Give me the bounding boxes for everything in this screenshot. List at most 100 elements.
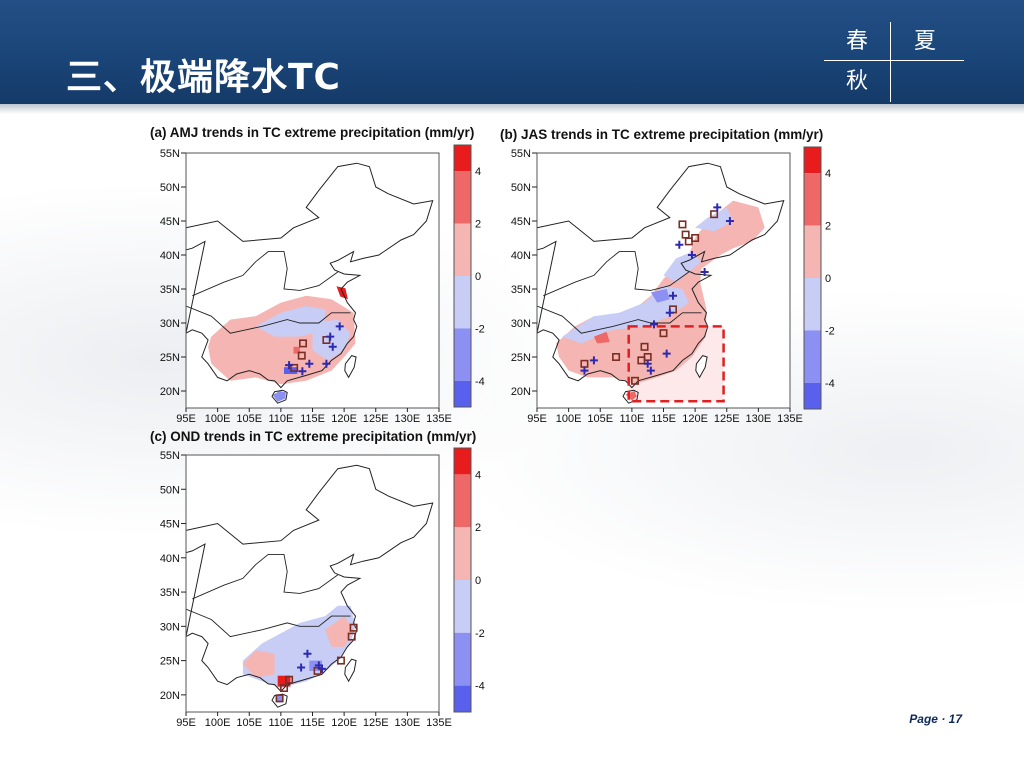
significant-plus-marker — [589, 356, 598, 365]
colorbar-segment — [454, 145, 471, 172]
significant-square-marker — [678, 220, 687, 229]
significant-plus-marker — [335, 322, 344, 331]
colorbar-segment — [454, 171, 471, 224]
season-autumn[interactable]: 秋 — [845, 69, 868, 94]
y-tick-label: 45N — [160, 519, 180, 531]
significant-square-marker — [659, 329, 668, 338]
highlight-box — [627, 325, 725, 403]
x-tick-label: 115E — [300, 717, 325, 729]
hainan-island — [271, 693, 288, 708]
y-tick-label: 30N — [511, 318, 531, 330]
significant-plus-marker — [668, 291, 677, 300]
season-divider-vertical — [890, 22, 891, 102]
colorbar-label: 0 — [475, 271, 481, 283]
significant-square-marker — [290, 363, 299, 372]
trend-region — [663, 251, 702, 283]
trend-region — [272, 391, 286, 402]
significant-plus-marker — [285, 361, 294, 370]
season-divider-horizontal — [824, 60, 964, 61]
significant-plus-marker — [713, 203, 722, 212]
x-tick-label: 105E — [587, 413, 613, 425]
colorbar-segment — [804, 147, 821, 174]
colorbar-segment — [454, 685, 471, 712]
significant-square-marker — [691, 234, 700, 243]
y-tick-label: 20N — [160, 386, 180, 398]
x-tick-label: 100E — [205, 413, 231, 425]
colorbar-frame — [453, 447, 472, 713]
x-tick-label: 110E — [268, 413, 293, 425]
x-tick-label: 95E — [176, 717, 196, 729]
x-tick-label: 120E — [331, 413, 357, 425]
significant-plus-marker — [643, 359, 652, 368]
china-outline — [186, 162, 434, 389]
trend-region — [650, 289, 670, 303]
trend-region — [242, 650, 275, 678]
season-summer[interactable]: 夏 — [913, 29, 936, 54]
y-tick-label: 30N — [160, 621, 180, 633]
y-tick-label: 55N — [511, 148, 531, 160]
yellow-river — [543, 251, 690, 297]
colorbar-segment — [454, 448, 471, 475]
significant-square-marker — [631, 376, 640, 385]
y-tick-label: 50N — [160, 484, 180, 496]
y-tick-label: 35N — [511, 284, 531, 296]
significant-plus-marker — [317, 664, 326, 673]
colorbar-label: 2 — [475, 522, 481, 534]
significant-square-marker — [336, 656, 345, 665]
china-outline — [186, 464, 434, 693]
season-spring[interactable]: 春 — [845, 29, 868, 54]
x-tick-label: 95E — [176, 413, 196, 425]
background-haze — [0, 120, 1024, 720]
map-panel-b: 55N 50N 45N 40N 35N 30N 25N 20N 95E 100E 105E 110E 1… — [511, 146, 835, 425]
y-tick-label: 40N — [160, 250, 180, 262]
significant-plus-marker — [305, 359, 314, 368]
significant-plus-marker — [303, 649, 312, 658]
significant-plus-marker — [326, 332, 335, 341]
yangtze-river — [186, 305, 351, 334]
panel-a-title: (a) AMJ trends in TC extreme precipitati… — [150, 125, 475, 140]
colorbar-segment — [804, 330, 821, 383]
taiwan-island — [695, 355, 708, 379]
x-tick-label: 105E — [236, 413, 262, 425]
yangtze-river — [186, 608, 351, 638]
yellow-river — [192, 553, 339, 600]
colorbar-segment — [804, 225, 821, 278]
significant-square-marker — [612, 352, 621, 361]
significant-square-marker — [297, 351, 306, 360]
x-tick-label: 130E — [395, 413, 421, 425]
colorbar-segment — [454, 632, 471, 686]
significant-plus-marker — [650, 320, 659, 329]
significant-plus-marker — [580, 366, 589, 375]
significant-square-marker — [299, 339, 308, 348]
x-tick-label: 120E — [331, 717, 357, 729]
significant-plus-marker — [297, 663, 306, 672]
colorbar-segment — [454, 527, 471, 580]
significant-square-marker — [275, 694, 284, 703]
taiwan-island — [344, 355, 357, 379]
significant-square-marker — [349, 623, 358, 632]
y-tick-label: 50N — [160, 182, 180, 194]
colorbar-segment — [804, 278, 821, 331]
colorbar-segment — [804, 173, 821, 226]
colorbar-label: 0 — [475, 575, 481, 587]
colorbar-segment — [454, 580, 471, 633]
header-shadow — [0, 104, 1024, 114]
page-number: Page · 17 — [909, 712, 962, 726]
colorbar-segment — [804, 382, 821, 409]
map-body-b — [537, 153, 790, 408]
map-panel-c: 55N 50N 45N 40N 35N 30N 25N 20N 95E 100E 105E 110E 1… — [160, 447, 485, 729]
colorbar-label: 2 — [825, 221, 831, 233]
colorbar-label: 4 — [825, 168, 831, 180]
significant-square-marker — [347, 632, 356, 641]
map-body-c — [186, 455, 439, 712]
x-tick-label: 115E — [651, 413, 676, 425]
colorbar-label: -2 — [475, 323, 485, 335]
x-tick-label: 135E — [426, 717, 452, 729]
panel-c-title: (c) OND trends in TC extreme precipitati… — [150, 429, 477, 444]
colorbar-segment — [454, 223, 471, 276]
colorbar-label: -2 — [825, 325, 835, 337]
y-tick-label: 25N — [160, 656, 180, 668]
significant-plus-marker — [687, 251, 696, 259]
x-tick-label: 110E — [268, 717, 293, 729]
trend-region — [312, 319, 351, 361]
